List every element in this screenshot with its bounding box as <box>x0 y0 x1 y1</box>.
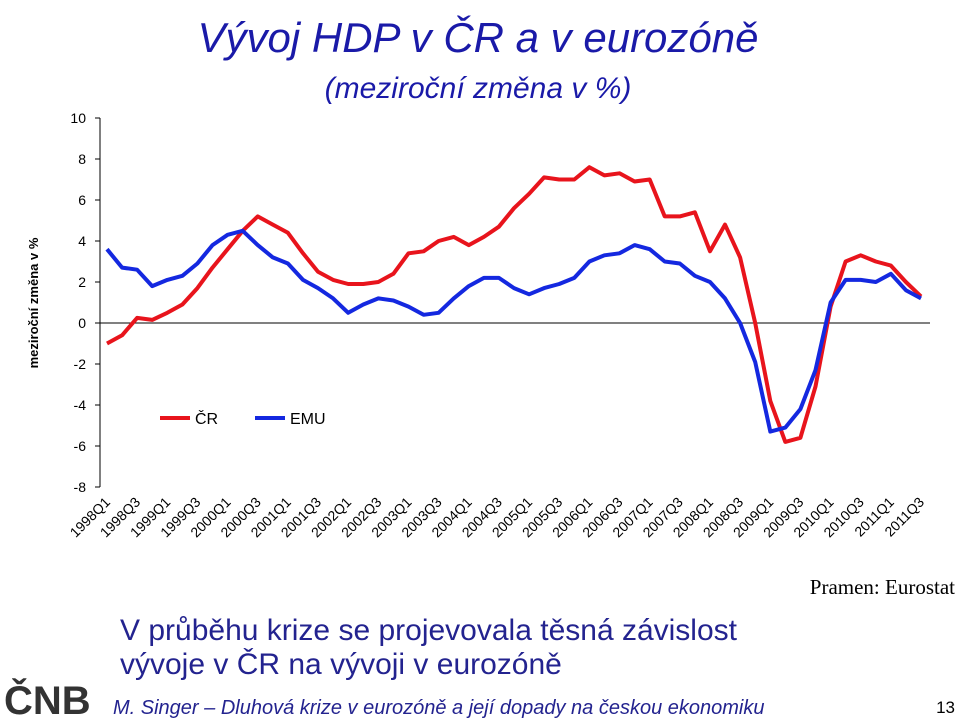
y-tick-label: 6 <box>78 192 86 208</box>
y-tick-label: 2 <box>78 274 86 290</box>
y-axis-label: meziroční změna v % <box>26 237 41 368</box>
y-tick-label: 0 <box>78 315 86 331</box>
source: Pramen: Eurostat <box>810 575 955 599</box>
legend-label: ČR <box>195 409 218 428</box>
y-tick-label: 4 <box>78 233 86 249</box>
footer: M. Singer – Dluhová krize v eurozóně a j… <box>113 697 764 719</box>
chart-title: Vývoj HDP v ČR a v eurozóně <box>198 14 759 61</box>
line-series <box>105 228 922 434</box>
page-number: 13 <box>936 698 955 717</box>
y-tick-label: 10 <box>70 110 86 126</box>
legend-label: EMU <box>290 411 326 428</box>
y-tick-label: 8 <box>78 151 86 167</box>
caption: vývoje v ČR na vývoji v eurozóně <box>120 647 562 681</box>
line-series <box>106 165 923 444</box>
logo: ČNB <box>4 677 91 721</box>
y-tick-label: -4 <box>74 397 87 413</box>
y-tick-label: -6 <box>74 438 87 454</box>
chart-subtitle: (meziroční změna v %) <box>325 72 632 105</box>
caption: V průběhu krize se projevovala těsná záv… <box>120 614 738 647</box>
y-tick-label: -8 <box>74 479 87 495</box>
y-tick-label: -2 <box>74 356 87 372</box>
